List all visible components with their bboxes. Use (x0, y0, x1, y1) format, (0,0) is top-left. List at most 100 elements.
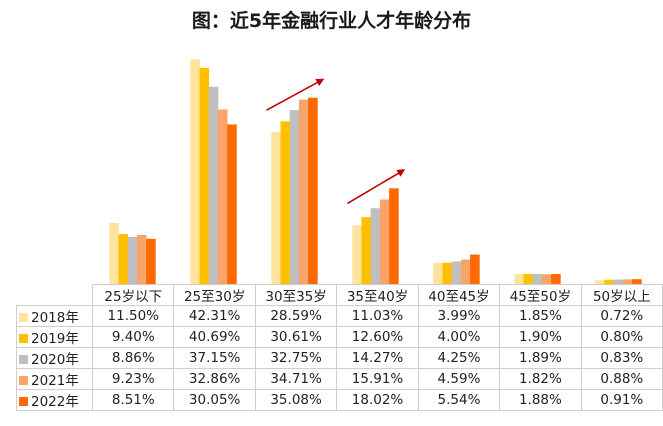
data-label: 12.60% (336, 326, 419, 348)
table-row: 2019年 9.40% 40.69% 30.61% 12.60% 4.00% 1.90% 0.… (15, 326, 663, 348)
category-label: 50岁以上 (580, 284, 663, 306)
bar-4-1 (352, 225, 362, 284)
data-label: 30.05% (173, 389, 256, 411)
series-name: 2018年 (31, 310, 79, 326)
category-label: 25岁以下 (92, 284, 175, 306)
series-name: 2020年 (31, 352, 79, 368)
bar-7-3 (613, 279, 624, 284)
table-row: 2021年 9.23% 32.86% 34.71% 15.91% 4.59% 1.82% 0.… (15, 368, 663, 390)
data-label: 34.71% (254, 368, 338, 390)
data-label: 15.91% (336, 368, 419, 390)
category-label: 25至30岁 (173, 284, 256, 306)
data-label: 4.00% (417, 326, 501, 348)
data-label: 0.91% (580, 389, 663, 411)
data-label: 1.85% (499, 305, 582, 327)
bar-3-1 (271, 132, 281, 284)
bar-5-3 (451, 261, 462, 284)
data-label: 0.72% (580, 305, 663, 327)
bar-5-2 (442, 262, 453, 284)
series-name: 2022年 (31, 394, 79, 410)
category-label: 40至45岁 (417, 284, 501, 306)
category-label: 30至35岁 (254, 284, 338, 306)
legend-swatch (19, 396, 28, 406)
bar-1-5 (146, 238, 156, 284)
series-label: 2022年 (15, 389, 94, 411)
trend-arrows (266, 78, 406, 205)
data-table: 25岁以下 25至30岁 30至35岁 35至40岁 40至45岁 45至50岁 50岁以上… (15, 284, 663, 411)
trend-arrow-1 (266, 78, 325, 111)
bars-group (109, 59, 642, 285)
data-label: 1.89% (499, 347, 582, 369)
bar-6-3 (532, 273, 543, 284)
bar-2-5 (227, 124, 237, 285)
table-row: 2022年 8.51% 30.05% 35.08% 18.02% 5.54% 1.88% 0.… (15, 389, 663, 411)
legend-swatch (19, 312, 28, 322)
bar-4-2 (361, 217, 372, 284)
data-label: 1.88% (499, 389, 582, 411)
data-label: 18.02% (336, 389, 419, 411)
bar-6-5 (551, 274, 561, 284)
trend-arrow-2 (347, 169, 406, 205)
bar-1-2 (118, 234, 129, 284)
data-label: 35.08% (254, 389, 338, 411)
data-label: 40.69% (173, 326, 256, 348)
bar-3-2 (280, 121, 291, 285)
data-label: 32.86% (173, 368, 256, 390)
bar-3-3 (289, 110, 300, 284)
bar-1-3 (127, 236, 138, 284)
bar-5-5 (470, 254, 480, 284)
data-label: 28.59% (254, 305, 338, 327)
bar-2-1 (190, 59, 200, 284)
data-label: 0.83% (580, 347, 663, 369)
series-label: 2020年 (15, 347, 94, 369)
bar-6-2 (523, 273, 534, 284)
data-label: 8.86% (92, 347, 175, 369)
bar-2-4 (217, 109, 228, 284)
data-label: 32.75% (254, 347, 338, 369)
series-label: 2019年 (15, 326, 94, 348)
data-label: 42.31% (173, 305, 256, 327)
data-label: 11.03% (336, 305, 419, 327)
data-label: 11.50% (92, 305, 175, 327)
bar-5-4 (460, 259, 471, 284)
legend-swatch (19, 375, 28, 385)
category-label: 45至50岁 (499, 284, 582, 306)
data-label: 37.15% (173, 347, 256, 369)
category-label: 35至40岁 (336, 284, 419, 306)
bar-2-3 (208, 86, 219, 284)
series-name: 2019年 (31, 331, 79, 347)
series-label: 2018年 (15, 305, 94, 327)
bar-7-4 (622, 279, 633, 284)
legend-swatch (19, 333, 28, 343)
data-label: 14.27% (336, 347, 419, 369)
bar-7-1 (595, 280, 605, 284)
bar-4-5 (389, 188, 399, 284)
legend-swatch (19, 354, 28, 364)
bar-1-4 (136, 234, 147, 284)
series-label: 2021年 (15, 368, 94, 390)
bar-6-1 (514, 274, 524, 284)
data-label: 0.80% (580, 326, 663, 348)
bar-2-2 (199, 67, 210, 284)
data-label: 4.25% (417, 347, 501, 369)
data-label: 1.90% (499, 326, 582, 348)
bar-3-5 (308, 97, 318, 284)
bar-4-3 (370, 208, 381, 284)
bar-4-4 (379, 199, 390, 284)
data-label: 5.54% (417, 389, 501, 411)
bar-3-4 (298, 99, 309, 285)
data-label: 30.61% (254, 326, 338, 348)
bar-1-1 (109, 222, 119, 284)
bar-7-2 (604, 279, 615, 284)
data-label: 3.99% (417, 305, 501, 327)
table-corner (17, 285, 93, 306)
table-row: 2020年 8.86% 37.15% 32.75% 14.27% 4.25% 1.89% 0.… (15, 347, 663, 369)
bar-6-4 (541, 274, 552, 284)
data-label: 4.59% (417, 368, 501, 390)
bar-5-1 (433, 262, 443, 284)
data-label: 9.40% (92, 326, 175, 348)
data-label: 8.51% (92, 389, 175, 411)
table-row: 2018年 11.50% 42.31% 28.59% 11.03% 3.99% 1.85% 0… (15, 305, 663, 327)
bar-7-5 (632, 279, 642, 284)
